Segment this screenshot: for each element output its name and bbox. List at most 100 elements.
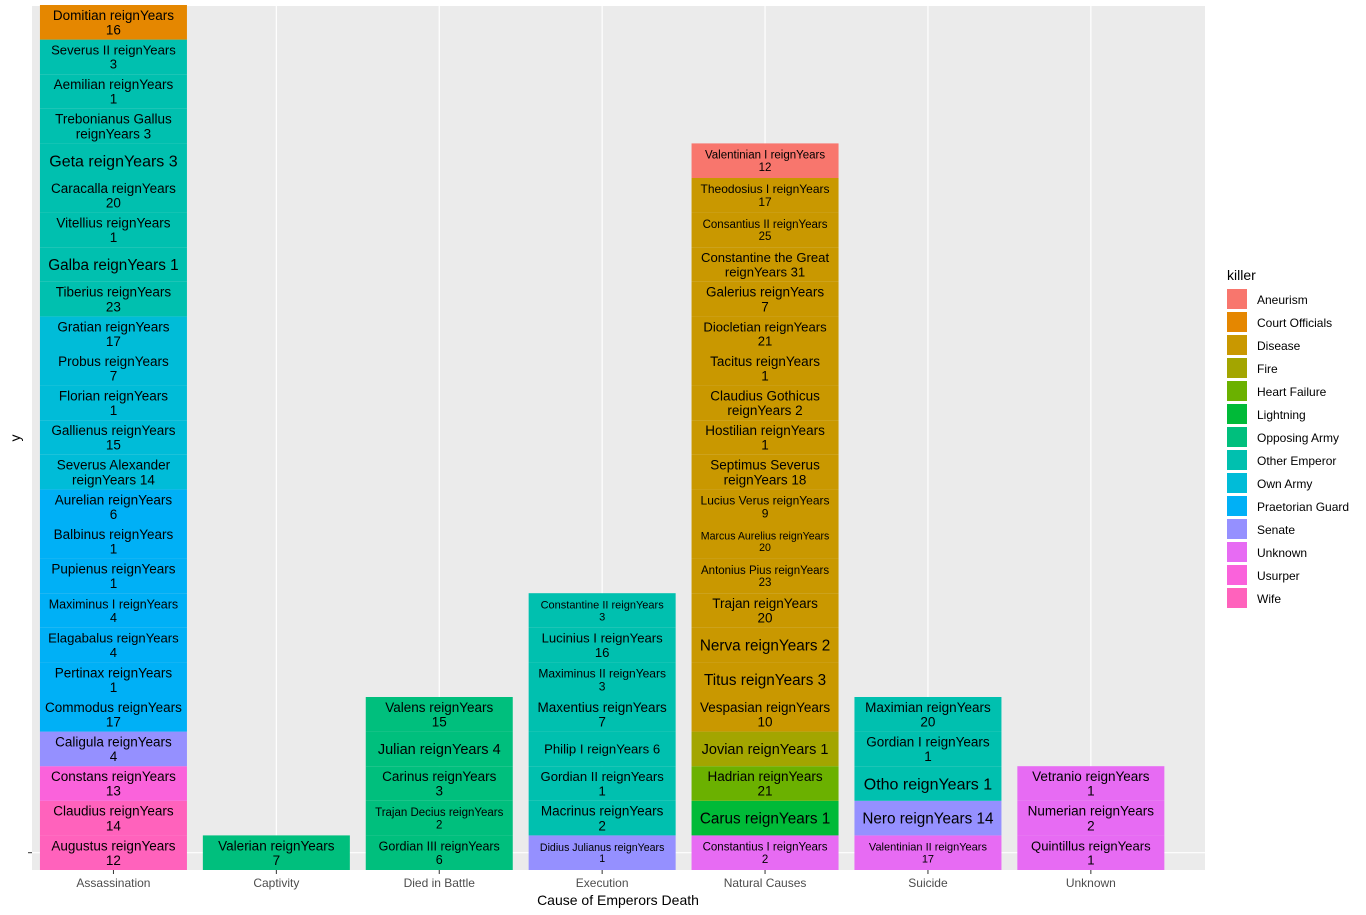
bar-segment-marcus-aurelius-reignyears-20	[691, 524, 839, 559]
bar-segment-florian-reignyears-1	[39, 385, 187, 421]
bar-segment-trebonianus-gallus-reignyears-3	[39, 108, 187, 144]
segment-label-tacitus-reignyears-1: Tacitus reignYears 1	[710, 354, 820, 384]
segment-label-gratian-reignyears-17: Gratian reignYears 17	[57, 319, 169, 349]
segment-label-marcus-aurelius-reignyears-20: Marcus Aurelius reignYears 20	[701, 530, 830, 553]
segment-label-pertinax-reignyears-1: Pertinax reignYears 1	[55, 665, 173, 695]
bar-segment-caligula-reignyears-4	[39, 731, 187, 767]
segment-label-antonius-pius-reignyears-23: Antonius Pius reignYears 23	[701, 565, 829, 589]
segment-label-aurelian-reignyears-6: Aurelian reignYears 6	[55, 492, 173, 522]
bar-segment-galba-reignyears-1	[39, 247, 187, 282]
legend-label-aneurism: Aneurism	[1257, 293, 1308, 307]
x-tick-label-unknown: Unknown	[1066, 876, 1116, 890]
segment-label-gallienus-reignyears-15: Gallienus reignYears 15	[51, 423, 175, 453]
bar-segment-titus-reignyears-3	[691, 662, 839, 697]
legend-key-unknown	[1227, 542, 1247, 562]
bar-segment-nerva-reignyears-2	[691, 627, 839, 663]
legend-key-aneurism	[1227, 289, 1247, 309]
legend-label-praetorian-guard: Praetorian Guard	[1257, 500, 1349, 514]
bar-segments	[39, 5, 1165, 870]
segment-label-commodus-reignyears-17: Commodus reignYears 17	[45, 700, 182, 730]
segment-label-lucinius-i-reignyears-16: Lucinius I reignYears 16	[542, 631, 664, 660]
segment-label-caligula-reignyears-4: Caligula reignYears 4	[55, 734, 172, 764]
legend-key-lightning	[1227, 404, 1247, 424]
segment-label-hadrian-reignyears-21: Hadrian reignYears 21	[708, 769, 823, 799]
legend-key-own-army	[1227, 473, 1247, 493]
bar-segment-valerian-reignyears-7	[202, 835, 350, 870]
legend-label-court-officials: Court Officials	[1257, 316, 1332, 330]
y-axis-title: y	[7, 435, 23, 442]
bar-segment-quintillus-reignyears-1	[1017, 835, 1165, 870]
legend-key-other-emperor	[1227, 450, 1247, 470]
segment-label-claudius-reignyears-14: Claudius reignYears 14	[53, 804, 174, 834]
segment-labels: Augustus reignYears 12 Claudius reignYears…	[45, 8, 1154, 868]
bar-segment-augustus-reignyears-12	[39, 835, 187, 870]
bar-segment-claudius-reignyears-14	[39, 800, 187, 836]
segment-label-carus-reignyears-1: Carus reignYears 1	[700, 811, 830, 828]
x-axis-title: Cause of Emperors Death	[537, 892, 699, 908]
x-tick-label-natural-causes: Natural Causes	[724, 876, 807, 890]
legend-label-wife: Wife	[1257, 592, 1281, 606]
bar-segment-trajan-decius-reignyears-2	[365, 800, 513, 836]
bar-segment-commodus-reignyears-17	[39, 697, 187, 732]
segment-label-maxentius-reignyears-7: Maxentius reignYears 7	[537, 700, 667, 730]
segment-label-vetranio-reignyears-1: Vetranio reignYears 1	[1032, 769, 1150, 799]
segment-label-gordian-i-reignyears-1: Gordian I reignYears 1	[866, 734, 990, 764]
bar-segment-claudius-gothicus-reignyears-2	[691, 385, 839, 421]
x-tick-label-suicide: Suicide	[908, 876, 948, 890]
x-tick-label-captivity: Captivity	[253, 876, 299, 890]
bar-segment-pupienus-reignyears-1	[39, 558, 187, 594]
legend: killer Aneurism Court Officials Disease Fir…	[1227, 267, 1349, 608]
segment-label-trebonianus-gallus-reignyears-3: Trebonianus Gallus reignYears 3	[55, 112, 172, 142]
segment-label-consantius-ii-reignyears-25: Consantius II reignYears 25	[703, 219, 828, 243]
segment-label-titus-reignyears-3: Titus reignYears 3	[704, 672, 826, 689]
bar-segment-nero-reignyears-14	[854, 800, 1002, 836]
segment-label-philip-i-reignyears-6: Philip I reignYears 6	[544, 742, 660, 757]
legend-label-usurper: Usurper	[1257, 569, 1300, 583]
segment-label-constantine-the-great-reignyears-31: Constantine the Great reignYears 31	[701, 250, 829, 279]
bar-segment-tiberius-reignyears-23	[39, 281, 187, 317]
bar-segment-philip-i-reignyears-6	[528, 731, 676, 767]
bar-segment-jovian-reignyears-1	[691, 731, 839, 767]
segment-label-tiberius-reignyears-23: Tiberius reignYears 23	[56, 285, 172, 315]
segment-label-domitian-reignyears-16: Domitian reignYears 16	[53, 8, 174, 38]
segment-label-elagabalus-reignyears-4: Elagabalus reignYears 4	[48, 631, 179, 660]
x-axis-ticks: Assassination Captivity Died in Battle Exec…	[76, 870, 1116, 890]
bar-segment-maximinus-ii-reignyears-3	[528, 662, 676, 697]
segment-label-florian-reignyears-1: Florian reignYears 1	[59, 388, 168, 418]
bar-segment-vespasian-reignyears-10	[691, 697, 839, 732]
bar-segment-aurelian-reignyears-6	[39, 489, 187, 524]
bar-segment-septimus-severus-reignyears-18	[691, 454, 839, 490]
segment-label-augustus-reignyears-12: Augustus reignYears 12	[51, 838, 175, 868]
segment-label-galerius-reignyears-7: Galerius reignYears 7	[706, 285, 824, 315]
segment-label-diocletian-reignyears-21: Diocletian reignYears 21	[703, 319, 827, 348]
bar-segment-hostilian-reignyears-1	[691, 420, 839, 455]
bar-segment-geta-reignyears-3	[39, 143, 187, 178]
segment-label-numerian-reignyears-2: Numerian reignYears 2	[1028, 804, 1155, 834]
segment-label-valens-reignyears-15: Valens reignYears 15	[385, 700, 493, 730]
segment-label-trajan-reignyears-20: Trajan reignYears 20	[712, 596, 818, 626]
segment-label-gordian-iii-reignyears-6: Gordian III reignYears 6	[379, 839, 500, 867]
x-tick-label-execution: Execution	[576, 876, 629, 890]
legend-key-praetorian-guard	[1227, 496, 1247, 516]
bar-segment-domitian-reignyears-16	[39, 5, 187, 40]
bar-segment-lucius-verus-reignyears-9	[691, 489, 839, 524]
bar-segment-numerian-reignyears-2	[1017, 800, 1165, 836]
legend-label-lightning: Lightning	[1257, 408, 1306, 422]
bar-segment-otho-reignyears-1	[854, 766, 1002, 801]
bar-segment-carinus-reignyears-3	[365, 766, 513, 801]
bar-segment-antonius-pius-reignyears-23	[691, 558, 839, 594]
bar-segment-vetranio-reignyears-1	[1017, 766, 1165, 801]
bar-segment-trajan-reignyears-20	[691, 593, 839, 628]
bar-segment-constantine-ii-reignyears-3	[528, 593, 676, 628]
segment-label-gordian-ii-reignyears-1: Gordian II reignYears 1	[541, 769, 665, 798]
bar-segment-tacitus-reignyears-1	[691, 351, 839, 386]
legend-key-usurper	[1227, 565, 1247, 585]
bar-segment-maximinus-i-reignyears-4	[39, 593, 187, 628]
segment-label-carinus-reignyears-3: Carinus reignYears 3	[382, 769, 497, 799]
bar-segment-macrinus-reignyears-2	[528, 800, 676, 836]
legend-label-opposing-army: Opposing Army	[1257, 431, 1339, 445]
bar-segment-galerius-reignyears-7	[691, 281, 839, 317]
bar-segment-gordian-i-reignyears-1	[854, 731, 1002, 767]
segment-label-severus-alexander-reignyears-14: Severus Alexander reignYears 14	[57, 458, 171, 488]
